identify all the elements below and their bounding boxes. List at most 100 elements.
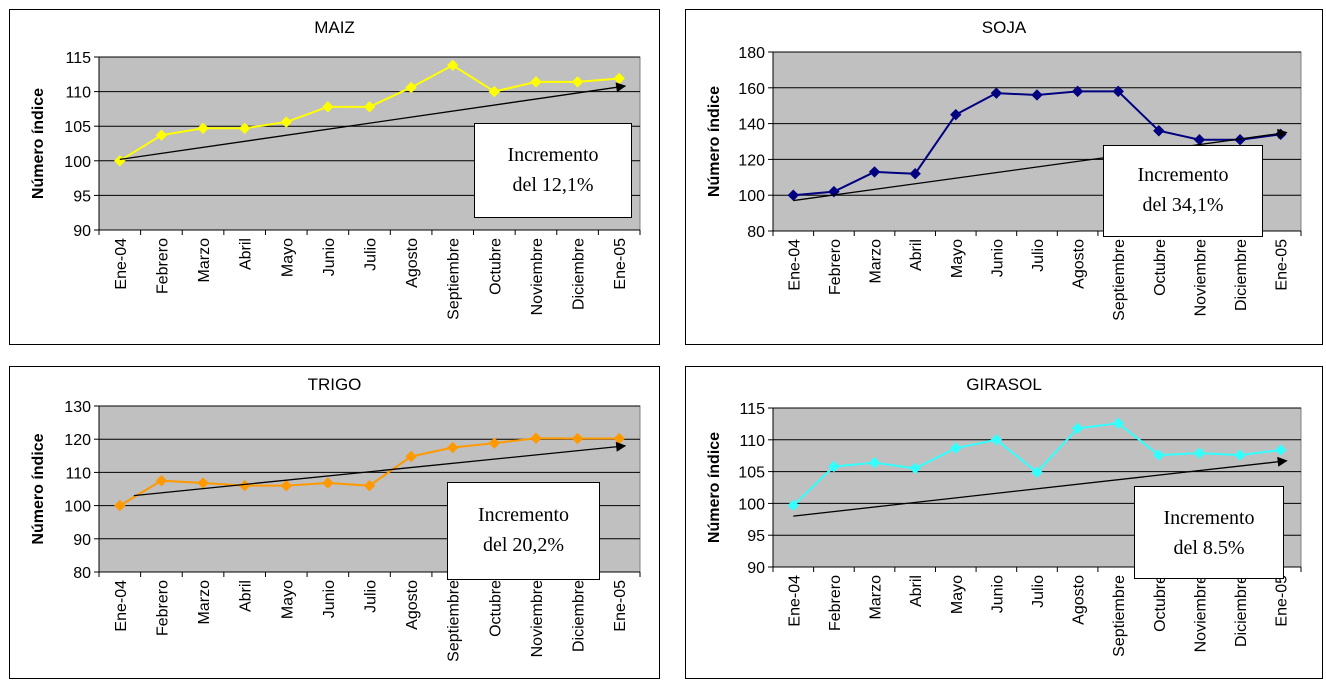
chart-panel-maiz: MAIZ 90 95 100 105 110 115 Ene-04 Febrero Marzo Ab… bbox=[9, 9, 660, 345]
y-axis-label: Número índice bbox=[30, 433, 47, 544]
y-tick-label: 115 bbox=[65, 50, 91, 67]
x-tick-label: Noviembre bbox=[529, 580, 546, 657]
y-tick-label: 110 bbox=[65, 465, 91, 482]
data-point bbox=[868, 166, 881, 178]
x-tick-label: Septiembre bbox=[1111, 239, 1128, 321]
x-tick-label: Noviembre bbox=[529, 238, 546, 315]
chart-panel-girasol: GIRASOL 90 95 100 105 110 115 Ene-04 Febrero Marz… bbox=[685, 366, 1323, 679]
data-point bbox=[1112, 85, 1124, 98]
x-tick-label: Febrero bbox=[827, 239, 844, 295]
data-point bbox=[488, 437, 501, 449]
x-tick-label: Diciembre bbox=[1233, 575, 1250, 647]
y-tick-label: 105 bbox=[738, 465, 765, 482]
x-tick-label: Junio bbox=[321, 238, 338, 276]
y-tick-label: 140 bbox=[738, 117, 765, 134]
data-point bbox=[363, 479, 376, 492]
x-tick-label: Ene-04 bbox=[786, 575, 803, 627]
x-tick-label: Febrero bbox=[154, 238, 171, 294]
x-tick-label: Octubre bbox=[1152, 239, 1169, 296]
x-tick-label: Junio bbox=[989, 575, 1006, 613]
x-tick-label: Abril bbox=[908, 239, 925, 271]
data-point bbox=[1112, 417, 1124, 429]
annotation-line1: Incremento bbox=[1137, 164, 1229, 186]
data-point bbox=[155, 474, 168, 487]
x-tick-label: Diciembre bbox=[571, 238, 588, 310]
x-tick-label: Diciembre bbox=[1233, 239, 1250, 311]
data-point bbox=[1071, 422, 1084, 435]
y-tick-label: 100 bbox=[64, 499, 91, 516]
data-point bbox=[950, 442, 962, 454]
annotation-line2: del 20,2% bbox=[482, 534, 565, 556]
data-point bbox=[571, 76, 584, 88]
data-point bbox=[322, 477, 334, 489]
data-point bbox=[1274, 444, 1287, 456]
y-tick-label: 90 bbox=[73, 223, 91, 240]
annotation-line2: del 12,1% bbox=[512, 174, 594, 196]
chart-title: GIRASOL bbox=[966, 375, 1042, 394]
x-tick-label: Septiembre bbox=[446, 580, 463, 662]
x-tick-label: Febrero bbox=[154, 580, 171, 636]
y-tick-label: 90 bbox=[73, 532, 91, 549]
y-tick-label: 120 bbox=[64, 432, 91, 449]
data-point bbox=[828, 460, 840, 473]
annotation-box-girasol: Incremento del 8.5% bbox=[1134, 486, 1284, 579]
x-tick-label: Marzo bbox=[196, 238, 213, 283]
y-tick-label: 90 bbox=[747, 560, 765, 577]
y-tick-label: 130 bbox=[64, 399, 91, 416]
trend-arrow bbox=[133, 441, 627, 497]
y-tick-label: 180 bbox=[738, 45, 765, 62]
annotation-line2: del 8.5% bbox=[1173, 537, 1245, 559]
x-tick-label: Julio bbox=[363, 238, 380, 271]
chart-title: MAIZ bbox=[314, 18, 355, 37]
data-point bbox=[280, 479, 292, 492]
chart-title: TRIGO bbox=[308, 375, 362, 394]
x-tick-label: Octubre bbox=[487, 580, 504, 637]
data-point bbox=[1193, 447, 1206, 459]
x-tick-label: Septiembre bbox=[1111, 575, 1128, 657]
data-point bbox=[571, 432, 584, 445]
data-point bbox=[405, 81, 417, 94]
x-tick-label: Ene-05 bbox=[1274, 575, 1291, 627]
annotation-line1: Incremento bbox=[507, 144, 599, 166]
chart-panel-trigo: TRIGO 80 90 100 110 120 130 Ene-04 Febrero Marzo A… bbox=[9, 366, 660, 679]
data-point bbox=[950, 108, 962, 121]
y-axis-label: Número índice bbox=[30, 88, 47, 199]
data-point bbox=[322, 101, 334, 113]
y-tick-label: 110 bbox=[739, 433, 765, 450]
data-point bbox=[405, 450, 417, 463]
y-tick-label: 95 bbox=[73, 188, 91, 205]
x-tick-label: Octubre bbox=[487, 238, 504, 295]
data-point bbox=[530, 432, 542, 444]
annotation-line2: del 34,1% bbox=[1142, 194, 1224, 216]
x-tick-label: Agosto bbox=[1071, 239, 1088, 289]
x-tick-label: Ene-05 bbox=[612, 580, 629, 632]
x-tick-label: Ene-04 bbox=[786, 239, 803, 291]
y-tick-label: 120 bbox=[738, 152, 765, 169]
x-tick-label: Ene-05 bbox=[1274, 239, 1291, 291]
y-tick-label: 95 bbox=[747, 528, 765, 545]
y-axis-label: Número índice bbox=[706, 432, 723, 543]
data-point bbox=[1071, 85, 1084, 98]
x-tick-label: Ene-04 bbox=[113, 238, 130, 290]
annotation-box-maiz: Incremento del 12,1% bbox=[474, 123, 632, 218]
x-tick-label: Julio bbox=[363, 580, 380, 613]
x-tick-label: Marzo bbox=[196, 580, 213, 625]
x-tick-label: Mayo bbox=[279, 580, 296, 619]
trend-arrow bbox=[119, 82, 627, 161]
x-tick-label: Septiembre bbox=[446, 238, 463, 320]
y-tick-label: 105 bbox=[64, 119, 91, 136]
data-point bbox=[530, 76, 542, 88]
data-point bbox=[238, 122, 251, 134]
annotation-box-trigo: Incremento del 20,2% bbox=[447, 482, 600, 580]
x-tick-label: Noviembre bbox=[1192, 575, 1209, 652]
y-axis-label: Número índice bbox=[706, 86, 723, 197]
y-tick-label: 100 bbox=[738, 188, 765, 205]
x-tick-label: Marzo bbox=[868, 575, 885, 620]
chart-panel-soja: SOJA 80 100 120 140 160 180 Ene-04 Febrero Marzo A… bbox=[685, 9, 1323, 345]
data-point bbox=[1031, 466, 1043, 478]
y-tick-label: 100 bbox=[738, 496, 765, 513]
x-tick-label: Noviembre bbox=[1192, 239, 1209, 316]
x-tick-label: Mayo bbox=[949, 239, 966, 278]
y-tick-label: 110 bbox=[65, 85, 91, 102]
x-tick-label: Mayo bbox=[949, 575, 966, 614]
